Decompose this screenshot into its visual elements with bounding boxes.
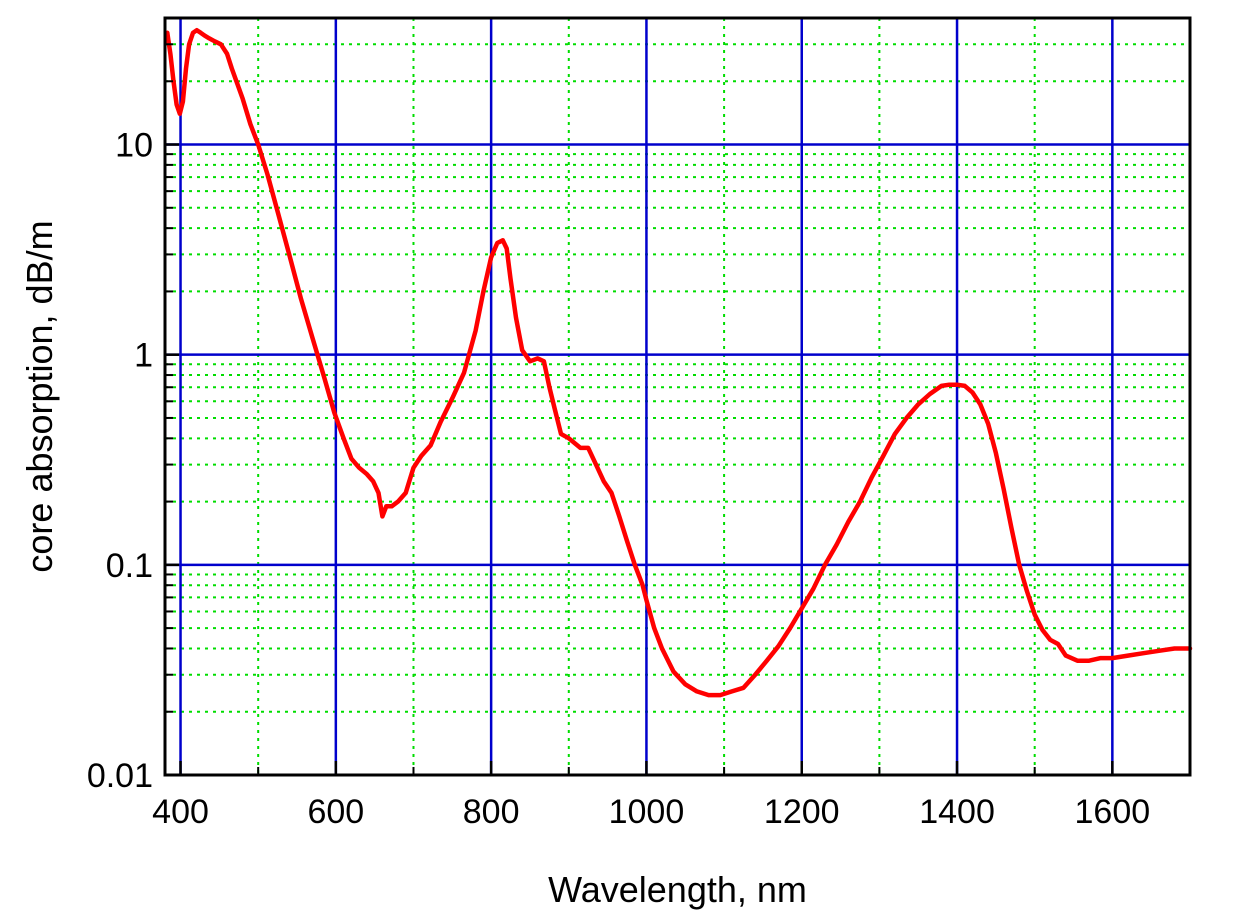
y-axis-title: core absorption, dB/m	[19, 220, 60, 572]
x-tick-label: 1600	[1075, 793, 1151, 831]
x-tick-label: 1400	[919, 793, 995, 831]
y-tick-label: 1	[134, 337, 153, 375]
plot-frame	[163, 16, 1192, 777]
x-axis-title: Wavelength, nm	[548, 869, 807, 910]
y-tick-label: 0.1	[106, 547, 153, 585]
series-layer	[165, 27, 1193, 698]
x-tick-label: 600	[307, 793, 364, 831]
y-tick-label: 0.01	[87, 757, 153, 795]
x-tick-label: 1000	[609, 793, 685, 831]
x-axis-ticks	[179, 761, 1191, 775]
series-line-0	[165, 27, 1193, 698]
x-tick-label: 800	[463, 793, 520, 831]
x-tick-label: 400	[152, 793, 209, 831]
grid-minor-lines	[165, 18, 1191, 775]
grid-major-lines	[165, 18, 1190, 775]
y-tick-labels: 0.01 0.1 1 10	[87, 127, 153, 795]
x-tick-labels: 400 600 800 1000 1200 1400 1600	[152, 793, 1150, 831]
y-axis-ticks	[165, 43, 179, 777]
y-tick-label: 10	[115, 127, 153, 165]
x-tick-label: 1200	[764, 793, 840, 831]
